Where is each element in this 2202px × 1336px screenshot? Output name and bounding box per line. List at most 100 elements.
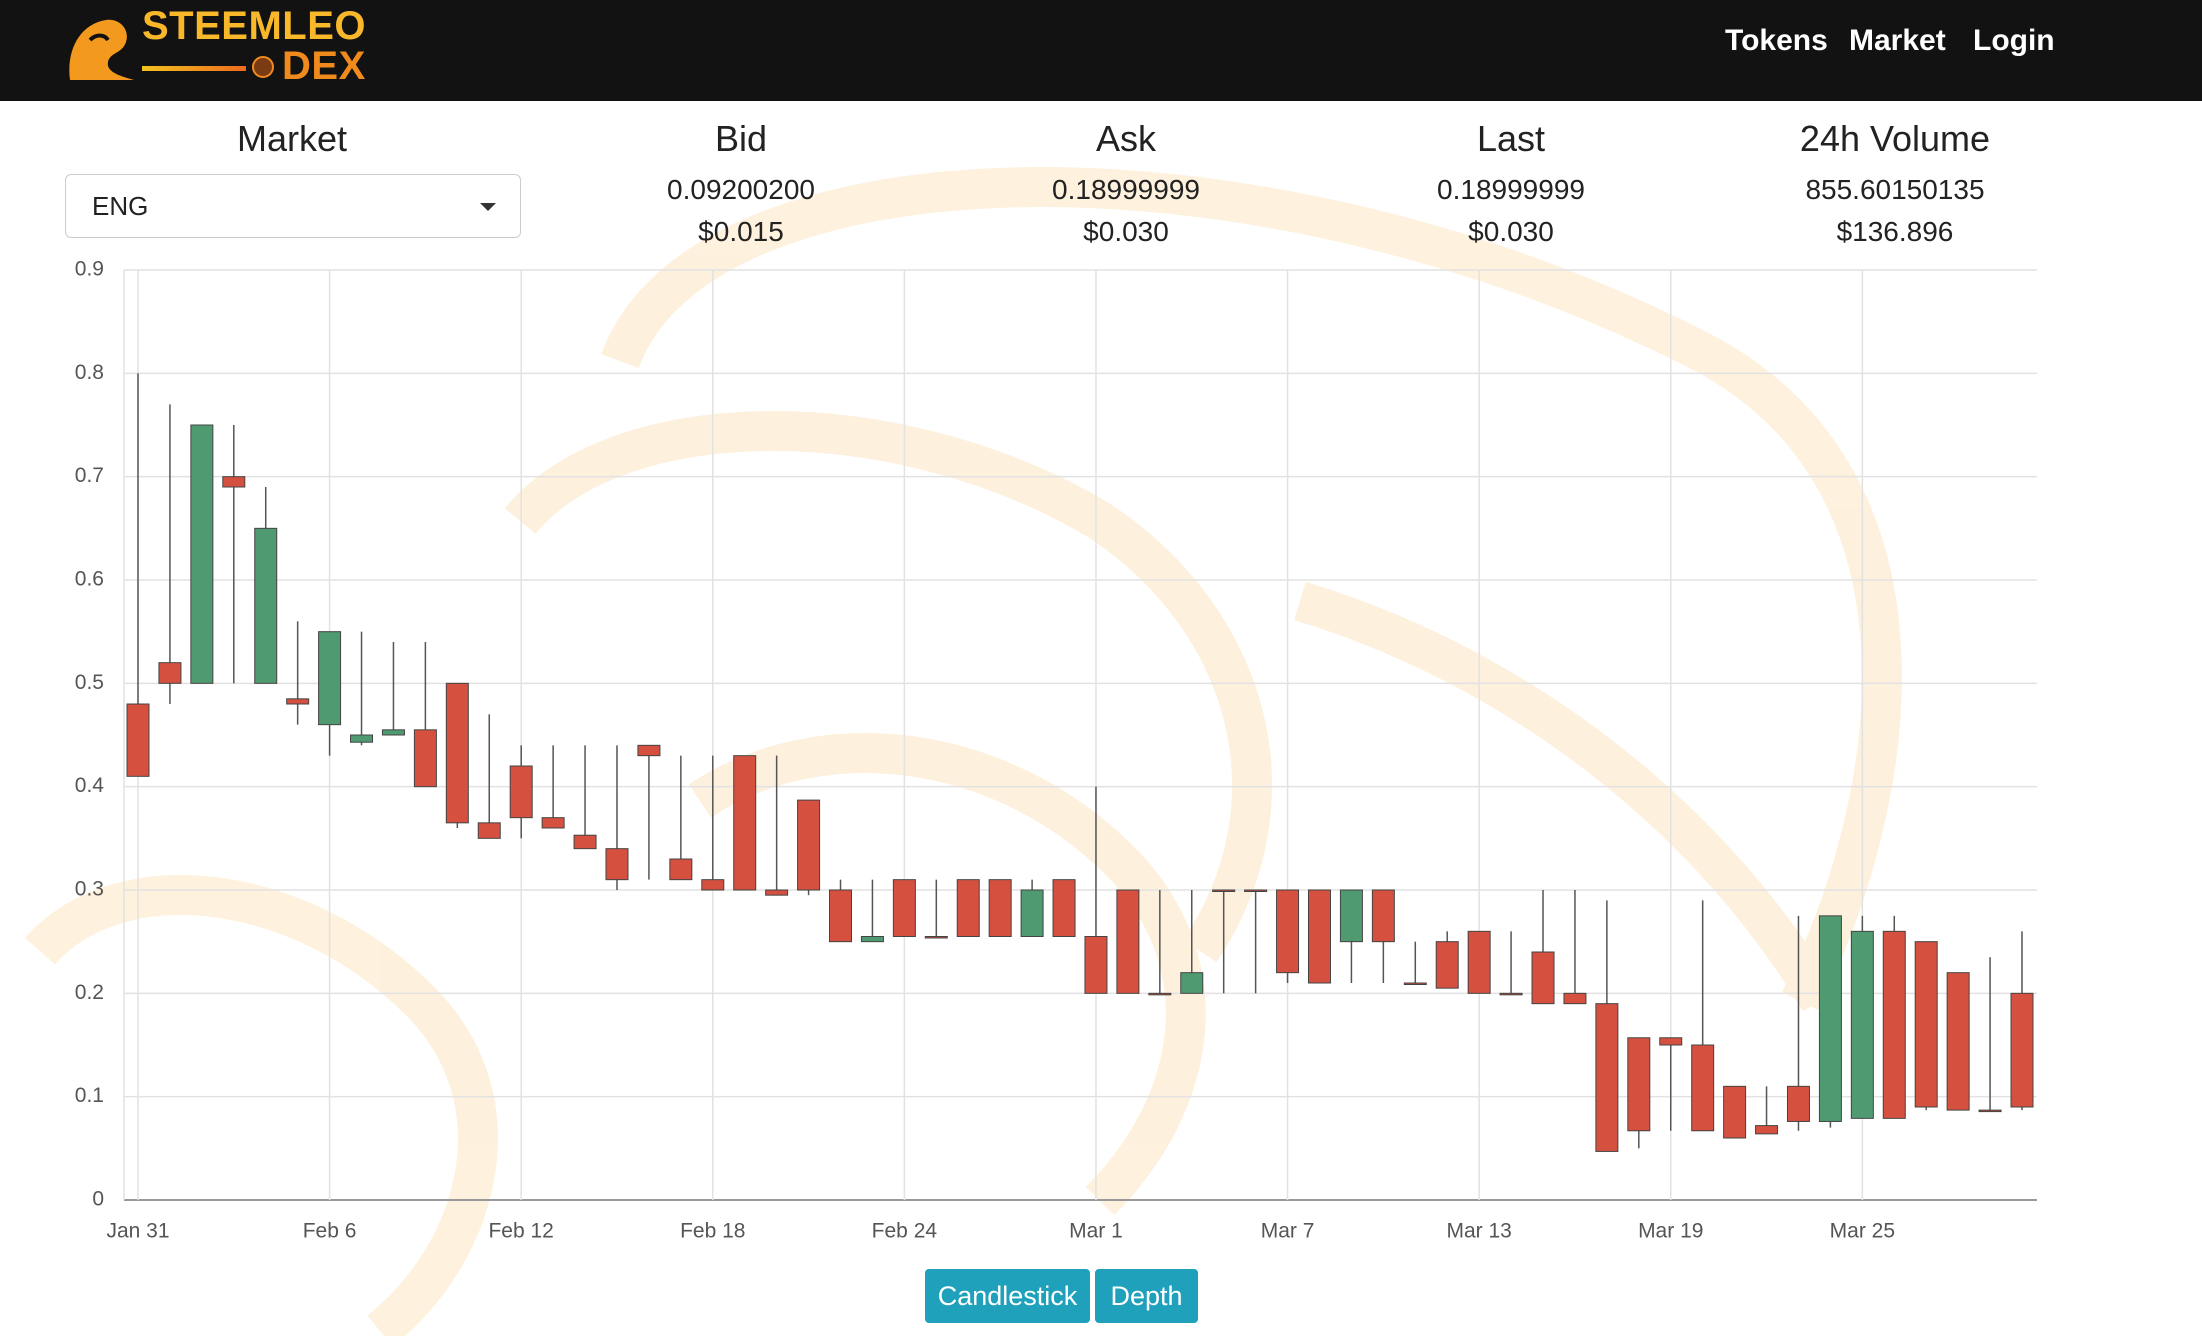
y-tick-label: 0.2 <box>75 981 104 1004</box>
candle-body <box>1818 915 1842 1122</box>
stat-column: Ask 0.18999999 $0.030 <box>946 115 1306 253</box>
stat-header: Ask <box>1095 118 1156 159</box>
candle-body <box>350 734 374 743</box>
candle-body <box>1755 1125 1779 1135</box>
candle-body <box>701 879 725 891</box>
brand-dot <box>252 56 274 78</box>
market-select[interactable]: ENG <box>65 174 521 238</box>
candle-body <box>1467 930 1491 994</box>
candle-body <box>860 936 884 943</box>
candle-body <box>573 834 597 850</box>
candle-body <box>892 879 916 938</box>
candle-body <box>733 755 757 891</box>
x-tick-label: Mar 13 <box>1446 1220 1511 1243</box>
nav-link[interactable]: Tokens <box>1725 24 1828 57</box>
x-tick-label: Feb 6 <box>303 1220 357 1243</box>
x-tick-label: Mar 7 <box>1261 1220 1315 1243</box>
candle-body <box>1244 889 1268 892</box>
candle-body <box>605 848 629 881</box>
stat-usd: $0.015 <box>698 216 784 247</box>
stat-usd: $0.030 <box>1468 216 1554 247</box>
y-tick-label: 0.7 <box>75 464 104 487</box>
candle-body <box>1850 930 1874 1119</box>
candle-body <box>1691 1044 1715 1132</box>
candle-body <box>1339 889 1363 943</box>
stat-value: 0.09200200 <box>667 174 815 205</box>
candle-body <box>1914 941 1938 1108</box>
candle-body <box>158 662 182 684</box>
candlestick-button[interactable]: Candlestick <box>925 1269 1090 1323</box>
brand-suffix[interactable]: DEX <box>282 44 366 88</box>
brand[interactable]: STEEMLEO <box>142 4 367 48</box>
candle-body <box>1276 889 1300 974</box>
candle-body <box>797 799 821 891</box>
x-tick-label: Feb 24 <box>872 1220 938 1243</box>
x-tick-label: Mar 1 <box>1069 1220 1123 1243</box>
candle-body <box>222 476 246 488</box>
y-tick-label: 0.3 <box>75 878 104 901</box>
candle-body <box>1403 982 1427 985</box>
stat-column: Bid 0.09200200 $0.015 <box>561 115 921 253</box>
candle-body <box>924 936 948 939</box>
caret <box>480 203 496 211</box>
market-column: Market <box>112 115 472 163</box>
candle-body <box>509 765 533 819</box>
candle-body <box>1212 889 1236 892</box>
candle-body <box>669 858 693 881</box>
x-tick-label: Feb 18 <box>680 1220 745 1243</box>
x-tick-label: Feb 12 <box>488 1220 553 1243</box>
candle-body <box>1116 889 1140 994</box>
candle-body <box>2010 992 2034 1108</box>
candle-body <box>190 424 214 684</box>
stat-column: 24h Volume 855.60150135 $136.896 <box>1715 115 2075 253</box>
y-tick-label: 0.6 <box>75 568 104 591</box>
candle-body <box>1882 930 1906 1119</box>
stat-header: Bid <box>714 118 768 159</box>
candle-body <box>1659 1037 1683 1046</box>
x-tick-label: Mar 25 <box>1830 1220 1895 1243</box>
logo-icon <box>69 19 134 80</box>
candle-body <box>254 527 278 684</box>
candle-body <box>1595 1003 1619 1152</box>
candle-body <box>286 698 310 705</box>
y-tick-label: 0 <box>92 1188 104 1211</box>
candle-body <box>637 744 661 757</box>
candle-body <box>988 879 1012 938</box>
candle-body <box>1723 1085 1747 1139</box>
candle-body <box>765 889 789 896</box>
candle-body <box>1627 1037 1651 1132</box>
candle-body <box>1531 951 1555 1005</box>
nav-link[interactable]: Market <box>1849 24 1946 57</box>
candle-body <box>126 703 150 777</box>
candle-body <box>445 682 469 824</box>
navbar: STEEMLEO DEX Tokens Market Login <box>0 0 2202 101</box>
stat-usd: $0.030 <box>1083 216 1169 247</box>
candle-body <box>1052 879 1076 938</box>
stat-header: 24h Volume <box>1799 118 1991 159</box>
stat-usd: $136.896 <box>1836 216 1954 247</box>
candle-body <box>1499 992 1523 996</box>
candle-body <box>541 817 565 829</box>
nav-link[interactable]: Login <box>1973 24 2055 57</box>
candle-body <box>1148 992 1172 996</box>
stat-value: 0.18999999 <box>1052 174 1200 205</box>
candle-body <box>956 879 980 938</box>
candle-body <box>1084 936 1108 994</box>
candle-body <box>1371 889 1395 943</box>
stat-value: 855.60150135 <box>1805 174 1985 205</box>
candle-body <box>1563 992 1587 1005</box>
y-tick-label: 0.8 <box>75 361 104 384</box>
select-value: ENG <box>92 191 149 221</box>
candle-body <box>413 729 437 788</box>
candle-body <box>381 729 405 736</box>
y-tick-label: 0.5 <box>75 671 104 694</box>
depth-button[interactable]: Depth <box>1095 1269 1198 1323</box>
y-tick-label: 0.4 <box>75 774 105 797</box>
y-tick-label: 0.1 <box>75 1084 104 1107</box>
candle-body <box>1307 889 1331 984</box>
candle-body <box>318 631 342 726</box>
candle-body <box>1435 941 1459 989</box>
y-tick-label: 0.9 <box>75 258 104 281</box>
